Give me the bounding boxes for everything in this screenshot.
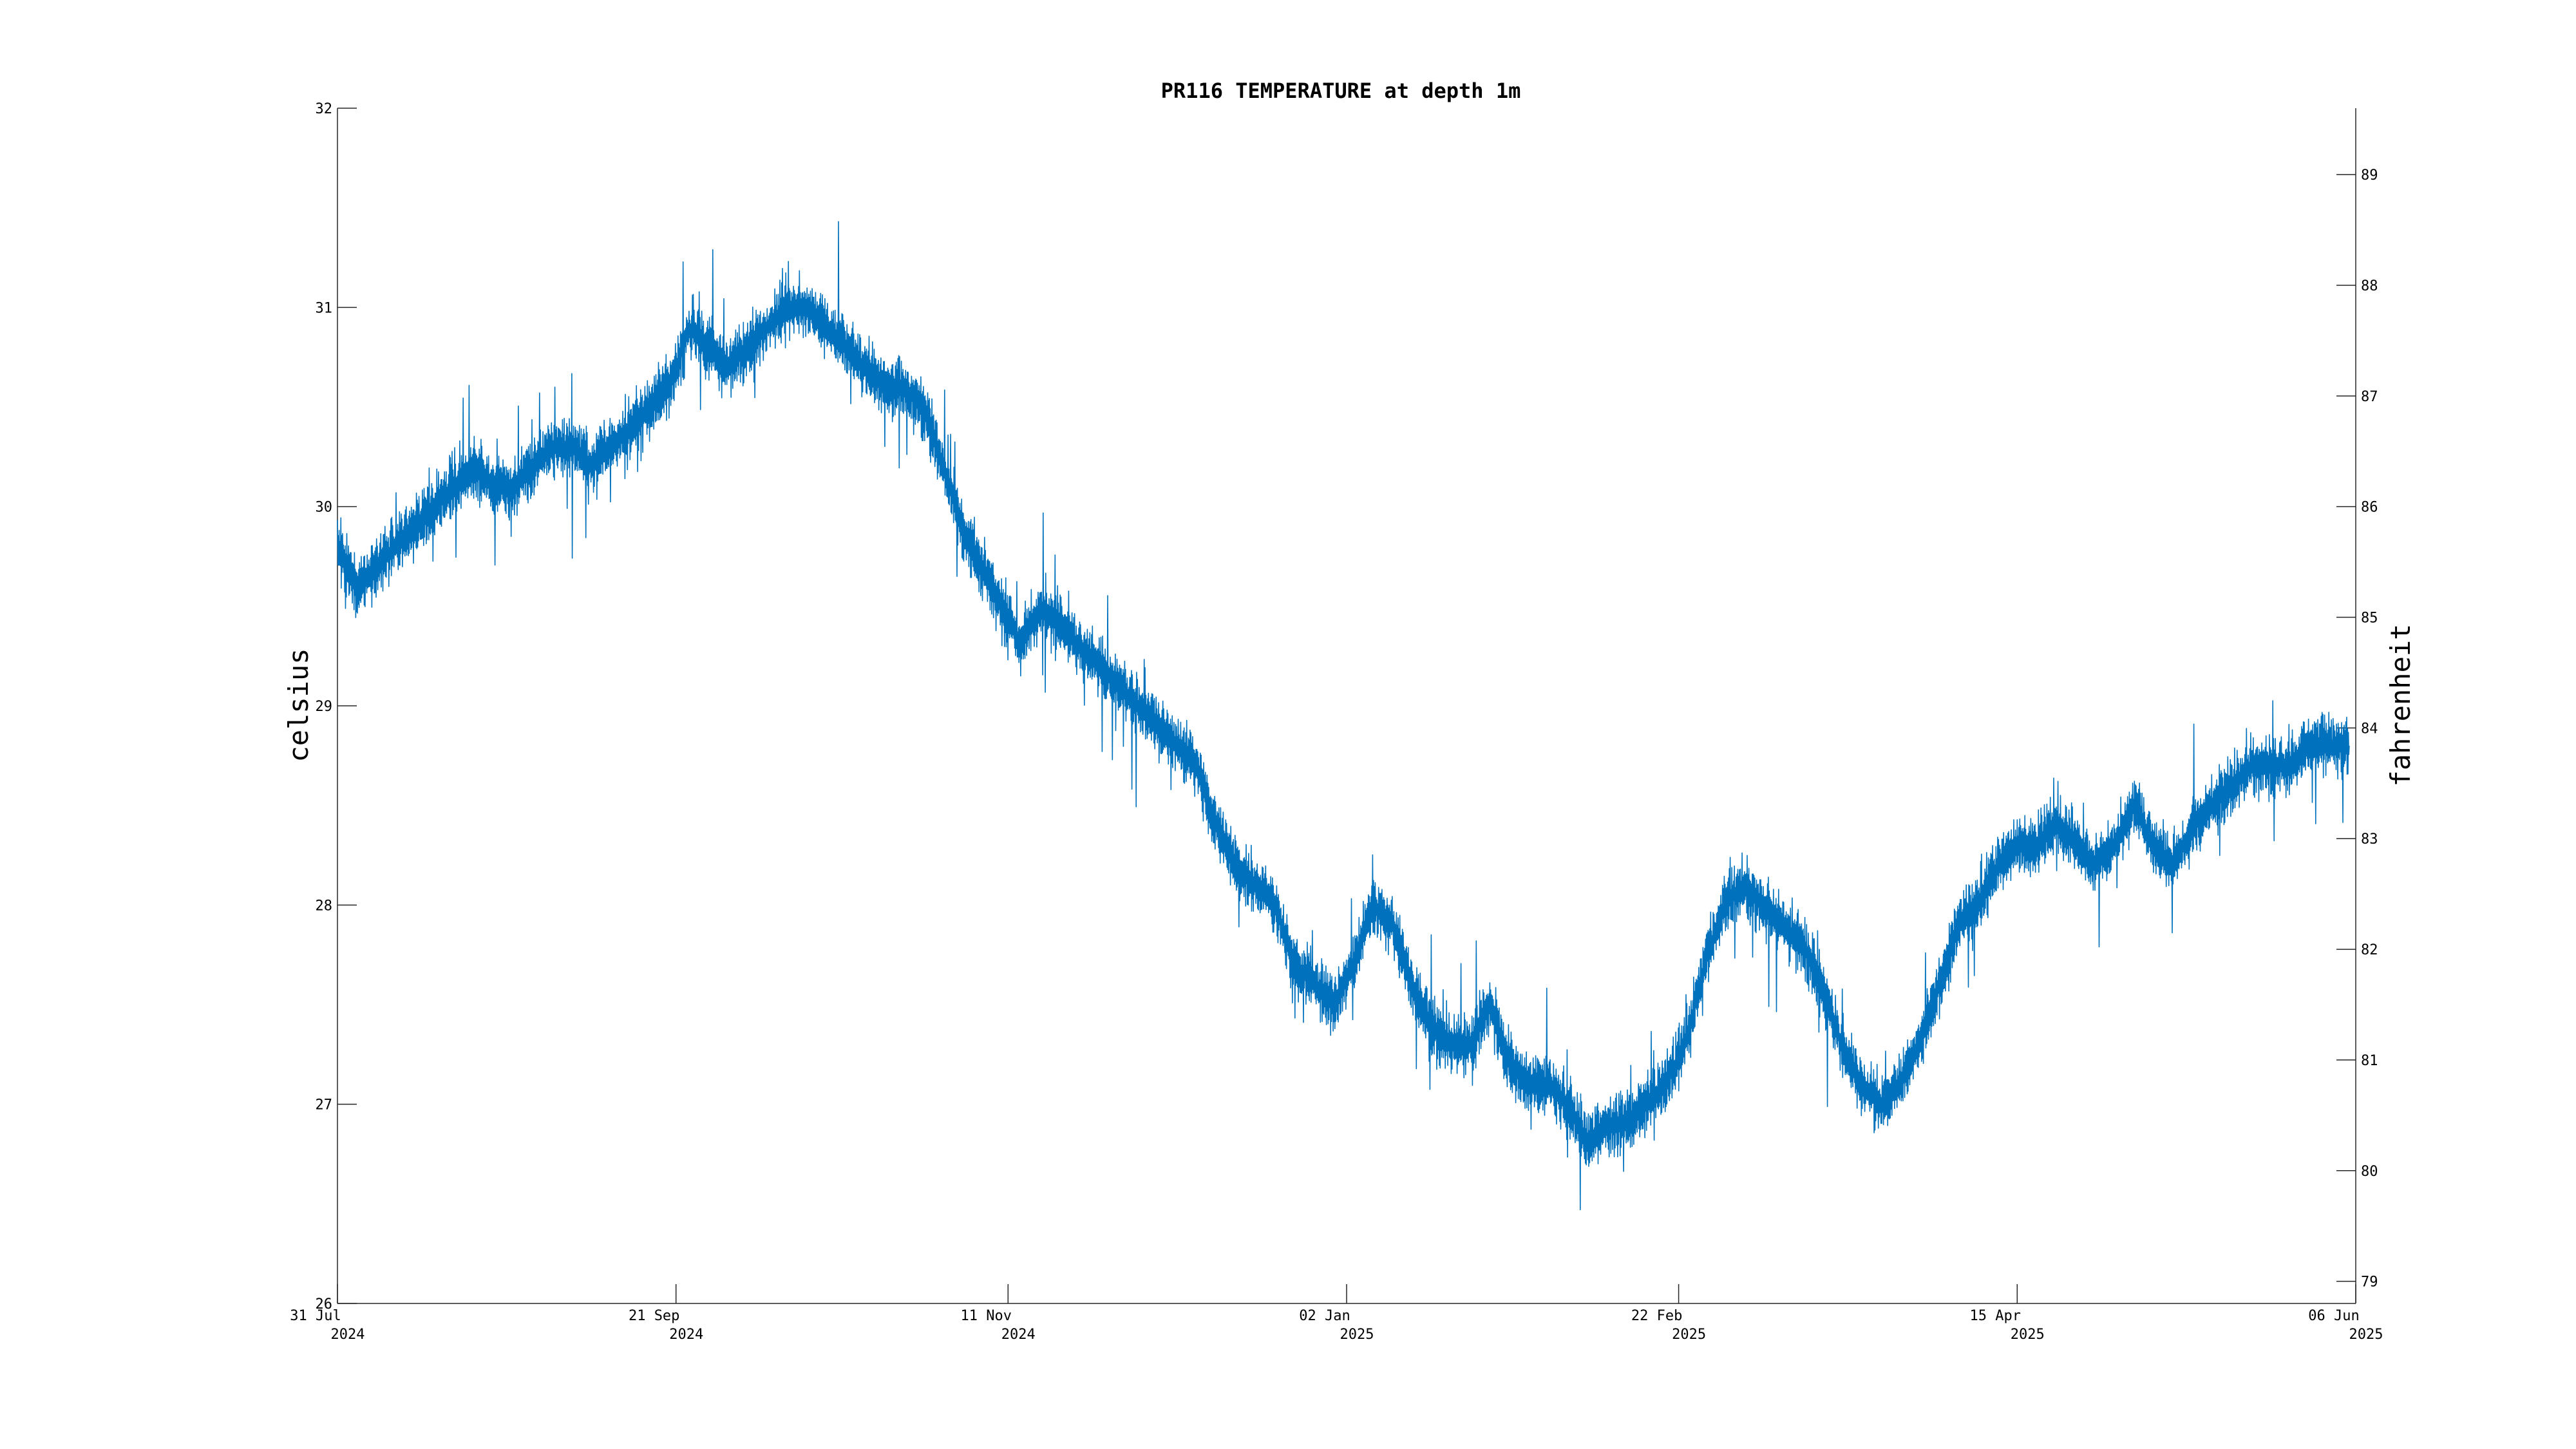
x-tick-label: 02 Jan <box>1299 1308 1350 1324</box>
left-tick-label: 31 <box>316 300 333 316</box>
left-tick-label: 30 <box>316 500 333 516</box>
left-tick-label: 27 <box>316 1097 333 1113</box>
left-tick-label: 32 <box>316 101 333 117</box>
right-tick-label: 88 <box>2361 278 2378 294</box>
left-tick-label: 28 <box>316 898 333 914</box>
left-tick-label: 26 <box>316 1296 333 1312</box>
x-tick-year-label: 2025 <box>2011 1327 2045 1343</box>
x-tick-label: 22 Feb <box>1631 1308 1682 1324</box>
right-tick-label: 89 <box>2361 167 2378 184</box>
temperature-series-line <box>337 221 2350 1211</box>
x-tick-year-label: 2024 <box>1001 1327 1036 1343</box>
right-tick-label: 82 <box>2361 942 2378 958</box>
right-tick-label: 80 <box>2361 1164 2378 1180</box>
right-tick-label: 87 <box>2361 389 2378 405</box>
right-y-axis: 79 80 81 82 83 84 85 86 87 88 89 <box>2336 167 2378 1291</box>
x-tick-year-label: 2024 <box>331 1327 365 1343</box>
right-tick-label: 84 <box>2361 721 2378 737</box>
axes-frame <box>337 108 2356 1304</box>
left-y-axis-label: celsius <box>283 648 314 762</box>
x-tick-label: 06 Jun <box>2308 1308 2359 1324</box>
right-tick-label: 79 <box>2361 1274 2378 1291</box>
left-y-axis: 26 27 28 29 30 31 32 <box>316 101 357 1312</box>
x-tick-year-label: 2025 <box>1672 1327 1706 1343</box>
right-tick-label: 85 <box>2361 611 2378 627</box>
x-tick-label: 11 Nov <box>961 1308 1012 1324</box>
x-tick-year-label: 2025 <box>1340 1327 1374 1343</box>
x-tick-label: 21 Sep <box>629 1308 679 1324</box>
right-tick-label: 86 <box>2361 500 2378 516</box>
right-tick-label: 83 <box>2361 831 2378 848</box>
x-tick-label: 15 Apr <box>1970 1308 2021 1324</box>
right-y-axis-label: fahrenheit <box>2385 624 2416 787</box>
right-tick-label: 81 <box>2361 1053 2378 1069</box>
x-axis: 31 Jul 2024 21 Sep 2024 11 Nov 2024 02 Jan 2025… <box>290 1284 2383 1343</box>
x-tick-year-label: 2025 <box>2349 1327 2383 1343</box>
x-tick-year-label: 2024 <box>669 1327 703 1343</box>
x-tick-label: 31 Jul <box>290 1308 341 1324</box>
series-layer <box>337 221 2350 1211</box>
chart-title: PR116 TEMPERATURE at depth 1m <box>1161 79 1521 103</box>
left-tick-label: 29 <box>316 699 333 715</box>
